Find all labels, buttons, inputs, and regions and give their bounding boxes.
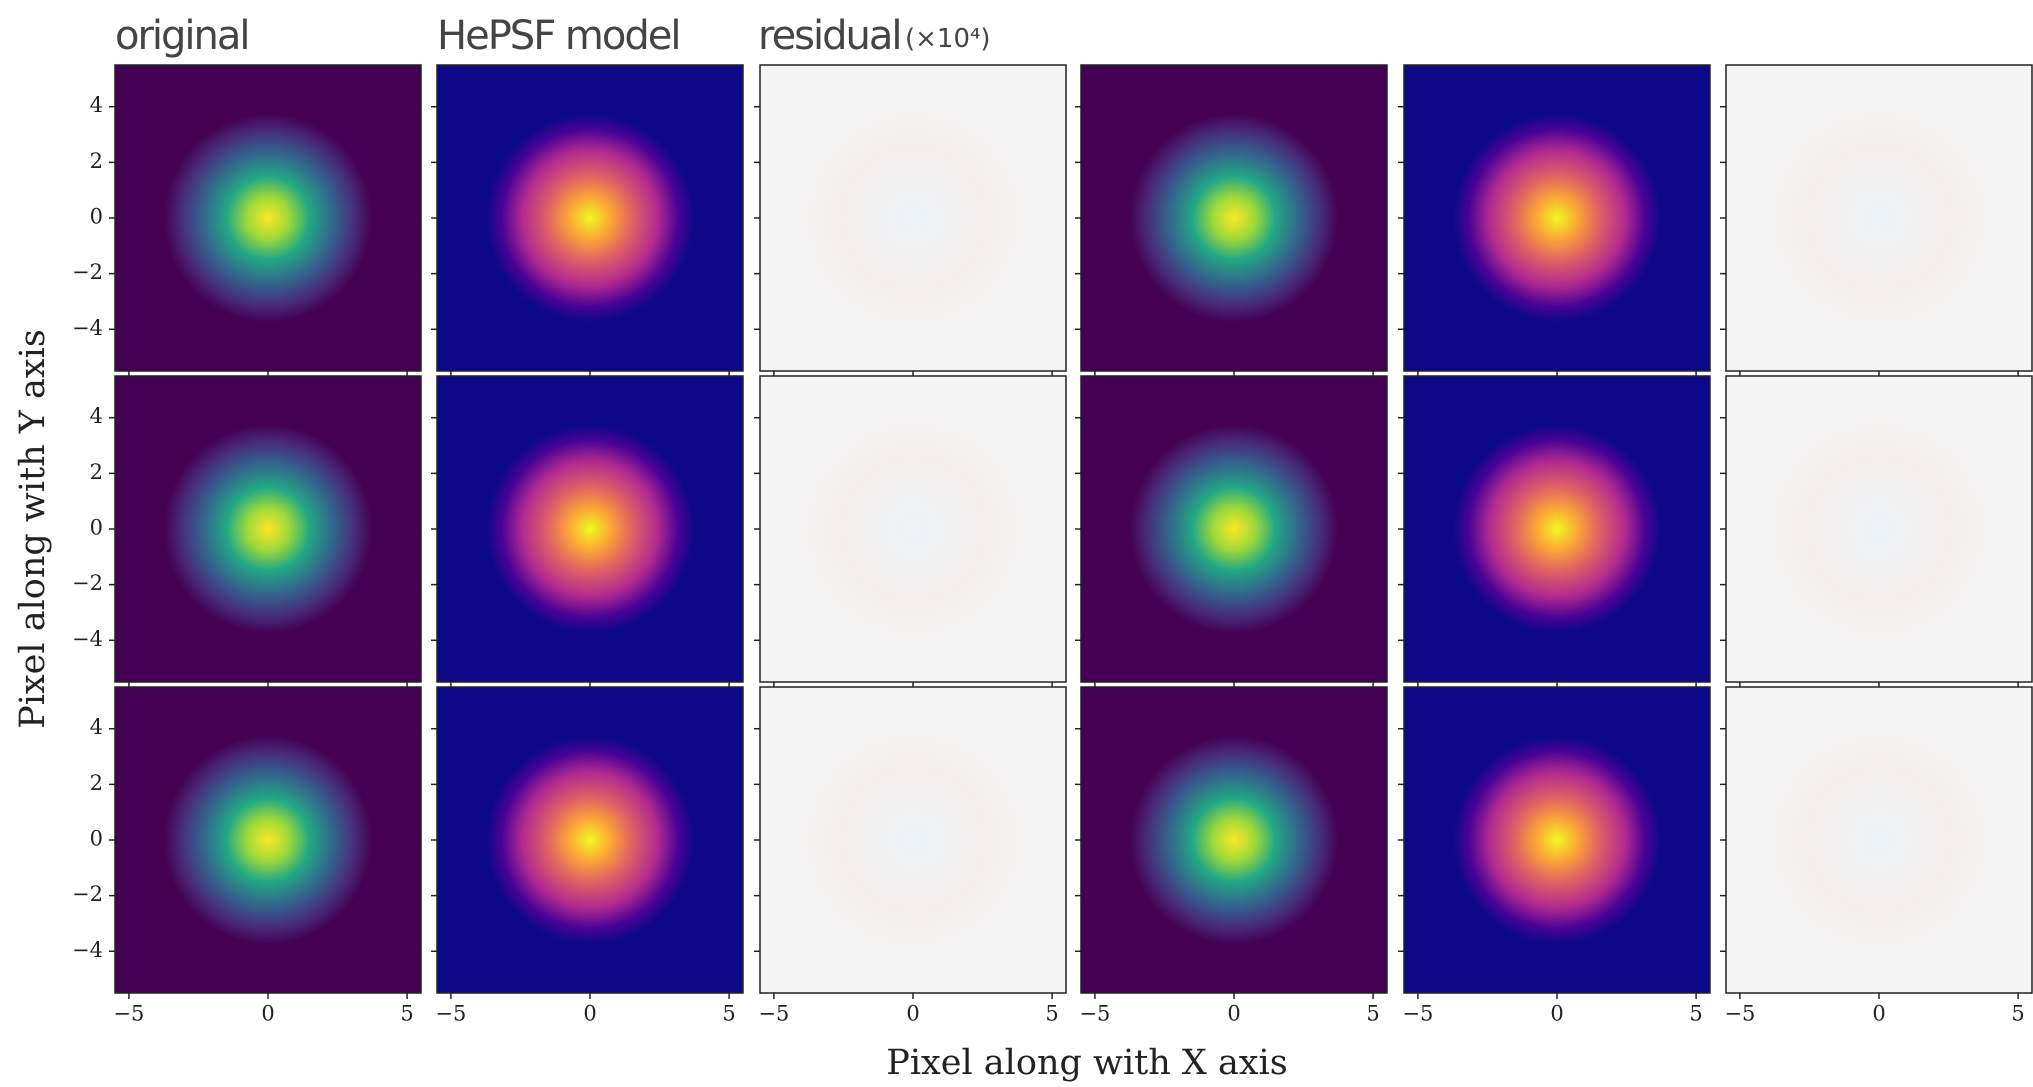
psf-image [1404, 65, 1710, 371]
y-tick-label: −2 [72, 882, 103, 906]
x-tick-label: −5 [435, 1002, 466, 1026]
x-axis-label: Pixel along with X axis [886, 1043, 1287, 1083]
x-tick-label: −5 [758, 1002, 789, 1026]
y-tick-label: 2 [90, 460, 103, 484]
psf-image [760, 65, 1066, 371]
psf-image [760, 376, 1066, 682]
psf-image [115, 65, 421, 371]
y-axis-label: Pixel along with Y axis [13, 329, 53, 729]
y-tick-label: −2 [72, 571, 103, 595]
y-tick-label: 2 [90, 149, 103, 173]
y-tick-label: −4 [72, 316, 103, 340]
x-tick-label: −5 [113, 1002, 144, 1026]
psf-image [1726, 376, 2032, 682]
psf-image [760, 687, 1066, 993]
column-title: residual [758, 13, 901, 59]
x-tick-label: 5 [722, 1002, 735, 1026]
psf-image [437, 376, 743, 682]
psf-image [115, 376, 421, 682]
psf-image [1081, 687, 1387, 993]
x-tick-label: 5 [1045, 1002, 1058, 1026]
x-tick-label: 0 [261, 1002, 274, 1026]
psf-image [1081, 65, 1387, 371]
column-title: original [115, 13, 249, 59]
y-tick-label: −4 [72, 627, 103, 651]
x-tick-label: 0 [583, 1002, 596, 1026]
psf-image [1726, 65, 2032, 371]
y-tick-label: 0 [90, 516, 103, 540]
psf-image [1404, 687, 1710, 993]
x-tick-label: 0 [1550, 1002, 1563, 1026]
x-tick-label: −5 [1724, 1002, 1755, 1026]
y-tick-label: −2 [72, 260, 103, 284]
x-tick-label: 5 [1689, 1002, 1702, 1026]
x-tick-label: 5 [400, 1002, 413, 1026]
x-tick-label: 0 [1872, 1002, 1885, 1026]
y-tick-label: 2 [90, 771, 103, 795]
y-tick-label: 4 [90, 93, 103, 117]
x-tick-label: 0 [906, 1002, 919, 1026]
column-title: HePSF model [437, 13, 679, 59]
x-tick-label: −5 [1402, 1002, 1433, 1026]
y-tick-label: −4 [72, 938, 103, 962]
psf-image [1081, 376, 1387, 682]
y-tick-label: 0 [90, 827, 103, 851]
psf-image [437, 65, 743, 371]
title-note: (×10⁴) [905, 24, 991, 54]
psf-image [437, 687, 743, 993]
y-tick-label: 4 [90, 404, 103, 428]
x-tick-label: 0 [1227, 1002, 1240, 1026]
y-tick-label: 4 [90, 715, 103, 739]
x-tick-label: 5 [1366, 1002, 1379, 1026]
psf-image [115, 687, 421, 993]
psf-image [1404, 376, 1710, 682]
x-tick-label: 5 [2011, 1002, 2024, 1026]
y-tick-label: 0 [90, 205, 103, 229]
x-tick-label: −5 [1079, 1002, 1110, 1026]
psf-image [1726, 687, 2032, 993]
